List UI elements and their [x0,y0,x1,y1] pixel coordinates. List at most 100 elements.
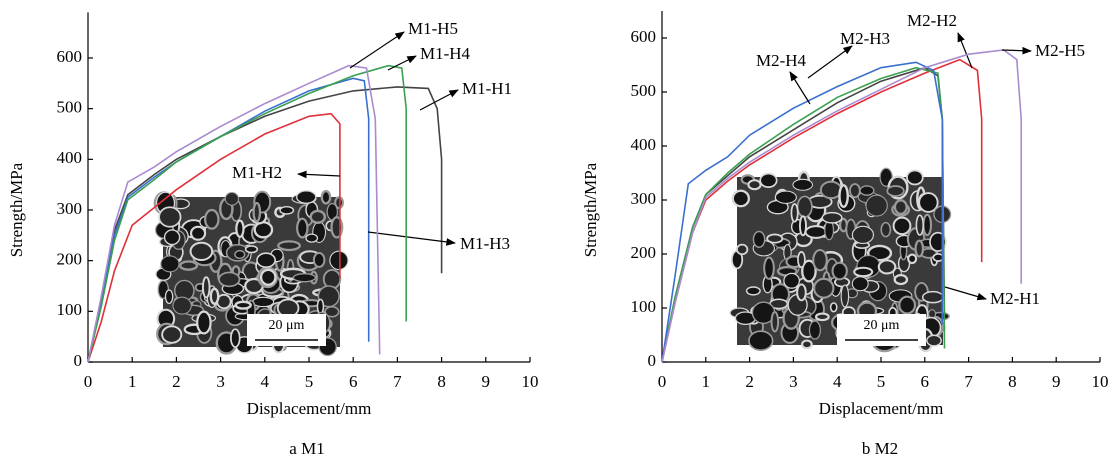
x-axis-label: Displacement/mm [247,399,372,418]
series-line [661,66,946,363]
y-tick-label: 200 [631,243,657,262]
inset-texture [892,216,912,236]
annotation-arrow [387,55,417,71]
series-label: M2-H5 [1035,41,1085,60]
inset-texture [309,209,327,224]
x-tick-label: 5 [877,372,886,391]
x-tick-label: 0 [658,372,667,391]
inset-texture [877,259,897,275]
annotation-arrow [367,231,456,246]
inset-texture [189,241,214,262]
inset-texture [201,276,211,299]
inset-texture [800,339,813,350]
y-tick-label: 600 [57,47,83,66]
inset-texture [292,272,317,283]
inset-texture [851,276,869,292]
inset-texture [821,211,843,224]
inset-texture [731,189,750,208]
inset-texture [812,248,828,272]
inset-texture [316,298,325,315]
x-tick-label: 8 [1008,372,1017,391]
inset-texture [259,268,277,286]
inset-texture [279,205,295,215]
inset-texture [796,283,807,302]
series-label: M2-H2 [907,11,957,30]
x-tick-label: 3 [216,372,225,391]
inset-texture [748,330,774,351]
series-label: M2-H3 [840,29,890,48]
inset-texture [801,259,817,283]
inset-texture [813,277,835,299]
inset-texture [886,185,905,197]
series-label: M1-H3 [460,234,510,253]
inset-texture [160,255,180,273]
inset-texture [204,208,220,230]
inset-texture [252,296,275,308]
y-tick-label: 100 [631,297,657,316]
annotation-arrow [789,71,811,105]
inset-texture [752,230,766,248]
x-tick-label: 10 [522,372,539,391]
y-tick-label: 0 [648,351,657,370]
x-tick-label: 8 [437,372,446,391]
inset-texture [893,199,908,215]
y-tick-label: 600 [631,27,657,46]
x-tick-label: 3 [789,372,798,391]
y-tick-label: 400 [631,135,657,154]
inset-texture [224,191,240,206]
x-tick-label: 4 [261,372,270,391]
x-tick-label: 7 [393,372,402,391]
inset-texture [819,180,843,200]
x-tick-label: 6 [921,372,930,391]
x-tick-label: 0 [84,372,93,391]
inset-texture [759,172,778,188]
inset-texture [305,233,319,243]
inset-texture [914,239,925,258]
x-axis-label: Displacement/mm [819,399,944,418]
inset-texture [164,289,174,304]
inset-texture [865,194,888,217]
inset-texture [893,274,909,286]
x-tick-label: 6 [349,372,358,391]
inset-texture [797,251,806,269]
series-label: M2-H1 [990,289,1040,308]
y-tick-label: 300 [57,199,83,218]
inset-texture [838,184,849,208]
annotation-arrow [297,170,341,179]
x-tick-label: 9 [1052,372,1061,391]
y-tick-label: 100 [57,300,83,319]
y-axis-label: Strength/MPa [581,162,600,257]
annotation-arrow [944,286,987,301]
inset-texture [745,286,761,296]
annotation-arrow [807,45,853,79]
inset-texture [915,214,925,236]
annotation-arrow [1001,46,1032,55]
series-label: M1-H1 [462,79,512,98]
inset-texture [256,252,276,269]
annotation-arrow [957,32,973,69]
series-line [661,49,1022,363]
inset-texture [158,206,182,228]
inset-texture [922,213,933,237]
series-label: M1-H2 [232,163,282,182]
x-tick-label: 7 [964,372,973,391]
x-tick-label: 1 [128,372,137,391]
inset-texture [196,310,212,335]
inset-texture [763,256,775,280]
x-tick-label: 4 [833,372,842,391]
inset-texture [906,169,924,186]
inset-texture [234,249,246,259]
y-axis-label: Strength/MPa [7,162,26,257]
annotation-arrow [349,31,405,69]
inset-texture [329,250,349,271]
inset-texture [766,233,784,244]
series-line [661,61,944,363]
scale-bar-label: 20 μm [269,318,305,333]
inset-texture [218,271,241,288]
inset-texture [907,253,918,265]
y-tick-label: 200 [57,250,83,269]
inset-texture [277,240,301,252]
inset-texture [163,229,181,246]
series-label: M2-H4 [756,51,807,70]
inset-texture [851,225,875,244]
